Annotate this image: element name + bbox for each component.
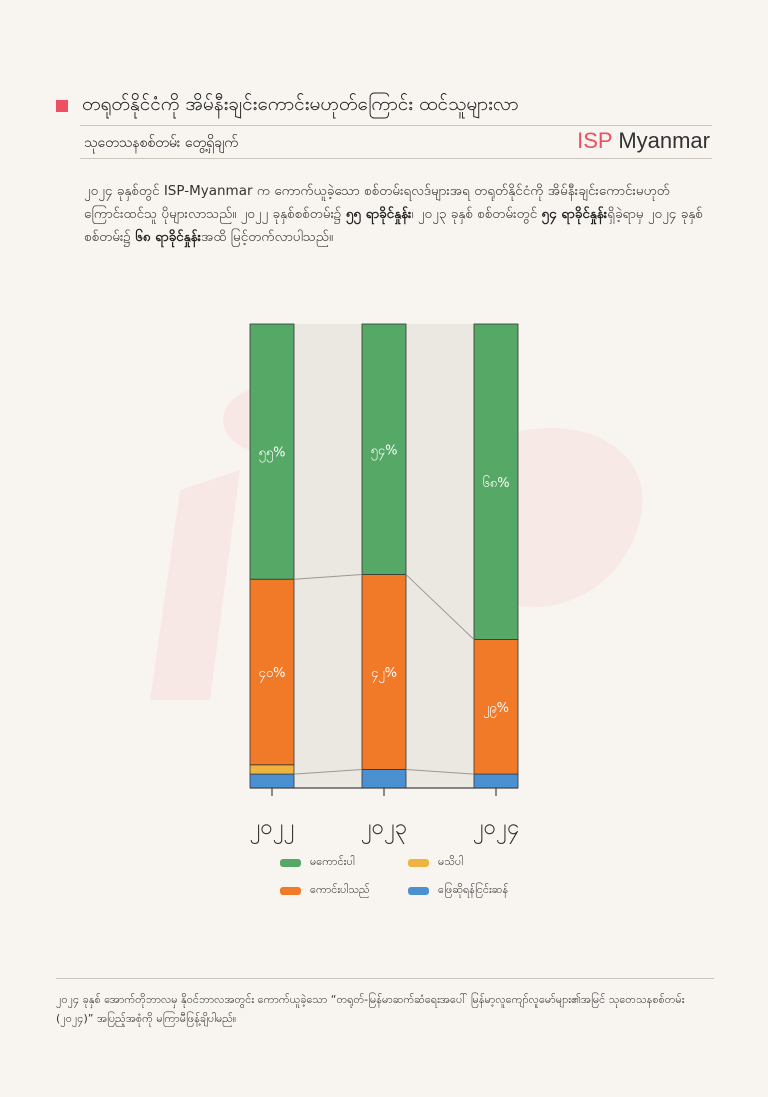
legend-label: ဖြေဆိုရန်ငြင်းဆန် [438, 883, 509, 896]
series-connector-line [293, 574, 363, 580]
bar-segment-၂၀၂၂-1 [249, 578, 295, 766]
desc-highlight-2024: ၆၈ ရာခိုင်နှုန်း [135, 229, 202, 245]
legend-label: မသိပါ [438, 855, 464, 868]
bar-segment-၂၀၂၂-0 [249, 323, 295, 580]
x-tick-label: ၂၀၂၂ [250, 815, 295, 844]
bar-segment-၂၀၂၄-3 [473, 773, 519, 789]
series-connector-line [405, 574, 475, 640]
desc-text-4: အထိ မြင့်တက်လာပါသည်။ [201, 229, 334, 245]
legend-item: မသိပါ [408, 855, 528, 871]
desc-highlight-2022: ၅၅ ရာခိုင်နှုန်း [345, 206, 412, 222]
legend-swatch [280, 859, 301, 867]
footnote-divider [56, 978, 714, 979]
bar-gap-band [294, 324, 362, 788]
title-divider [80, 125, 712, 126]
bar-segment-၂၀၂၃-1 [361, 574, 407, 770]
page-title: တရုတ်နိုင်ငံကို အိမ်နီးချင်းကောင်းမဟုတ်က… [82, 93, 519, 115]
bar-value-label: ၄၂% [371, 666, 397, 683]
legend-swatch [408, 859, 429, 867]
title-marker-icon [56, 100, 68, 112]
desc-highlight-2023: ၅၄ ရာခိုင်နှုန်း [541, 206, 608, 222]
legend-item: ဖြေဆိုရန်ငြင်းဆန် [408, 883, 528, 899]
bar-segment-၂၀၂၂-3 [249, 773, 295, 789]
bar-value-label: ၆၈% [482, 475, 509, 491]
x-tick-label: ၂၀၂၃ [361, 815, 407, 844]
header: တရုတ်နိုင်ငံကို အိမ်နီးချင်းကောင်းမဟုတ်က… [56, 92, 716, 120]
bar-segment-၂၀၂၄-0 [473, 323, 519, 640]
legend-swatch [408, 887, 429, 895]
brand-logo: ISP Myanmar [577, 128, 710, 154]
desc-text-2: ၊ ၂၀၂၃ ခုနှစ် စစ်တမ်းတွင် [411, 206, 542, 222]
legend-label: မကောင်းပါ [310, 855, 355, 868]
description-paragraph: ၂၀၂၄ ခုနှစ်တွင် ISP-Myanmar က ကောက်ယူခဲ့… [84, 180, 706, 249]
x-tick-label: ၂၀၂၄ [473, 815, 519, 844]
page-subtitle: သုတေသနစစ်တမ်း တွေ့ရှိချက် [84, 135, 238, 151]
bar-segment-၂၀၂၄-1 [473, 639, 519, 775]
bar-gap-band [406, 324, 474, 788]
bar-value-label: ၅၄% [371, 443, 398, 460]
bar-segment-၂၀၂၂-2 [249, 764, 295, 775]
desc-text-3: ရှိခဲ့ရာမှ ၂၀၂၄ ခုနှစ် စစ်တမ်း၌ [84, 206, 703, 245]
legend-swatch [280, 887, 301, 895]
chart-legend: မကောင်းပါ မသိပါကောင်းပါသည် ဖြေဆိုရန်ငြင်းဆ… [280, 855, 580, 899]
bar-segment-၂၀၂၃-3 [361, 769, 407, 789]
brand-isp: ISP [577, 128, 613, 153]
legend-item: မကောင်းပါ [280, 855, 408, 871]
bar-value-label: ၄၀% [259, 666, 286, 683]
desc-text-1: ၂၀၂၄ ခုနှစ်တွင် ISP-Myanmar က ကောက်ယူခဲ့… [84, 183, 670, 222]
legend-label: ကောင်းပါသည် [310, 883, 370, 896]
legend-item: ကောင်းပါသည် [280, 883, 408, 899]
bar-segment-၂၀၂၃-0 [361, 323, 407, 575]
bar-value-label: ၂၉% [483, 701, 509, 718]
series-connector-line [405, 768, 475, 775]
footnote: ၂၀၂၄ ခုနှစ် အောက်တိုဘာလမှ နိုဝင်ဘာလအတွင်… [56, 993, 685, 1025]
brand-name: Myanmar [618, 128, 710, 153]
series-connector-line [293, 768, 363, 775]
subtitle-divider [80, 158, 712, 159]
bar-value-label: ၅၅% [259, 446, 286, 463]
